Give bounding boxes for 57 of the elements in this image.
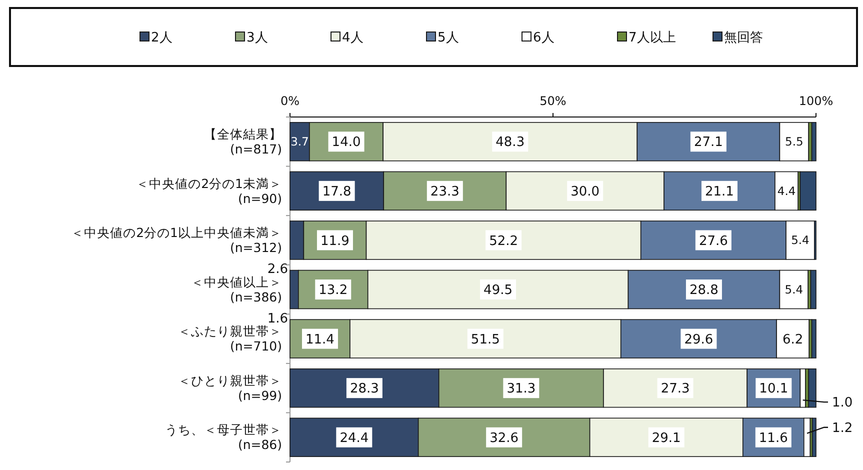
data-label: 4.4 [777,184,796,198]
legend-label: 5人 [438,30,459,46]
data-label: 23.3 [430,184,460,200]
data-label: 11.4 [306,332,334,348]
legend-label: 6人 [533,30,554,46]
bar [810,270,816,310]
y-tick-label: ＜中央値の2分の1未満＞ (n=90) [136,176,282,206]
x-tick-label: 0% [280,94,300,108]
legend-label: 7人以上 [628,30,676,46]
data-label: 5.4 [791,233,810,248]
data-label: 28.8 [689,283,718,298]
y-tick-label: ＜ふたり親世帯＞ (n=710) [178,324,282,354]
y-tick-label: 【全体結果】 (n=817) [204,126,282,157]
data-label: 24.4 [340,430,369,446]
data-label: 48.3 [496,135,525,150]
y-tick-label: うち、＜母子世帯＞ (n=86) [165,422,282,452]
data-label: 27.1 [694,135,723,150]
y-tick-label: ＜中央値の2分の1以上中央値未満＞ (n=312) [71,225,282,256]
bar [811,319,816,358]
data-label: 1.2 [832,420,853,436]
data-label: 32.6 [490,430,519,446]
legend-label: 2人 [151,30,172,46]
data-label: 28.3 [350,382,379,397]
legend-label: 無回答 [724,30,763,46]
data-label: 21.1 [705,184,734,200]
data-label: 6.2 [782,332,804,348]
data-label: 1.0 [832,396,853,411]
data-label: 14.0 [332,135,361,150]
bar [808,368,816,408]
data-label: 17.8 [322,184,352,200]
data-label: 2.6 [267,262,288,277]
bar [800,171,816,211]
data-label: 11.9 [320,234,350,249]
legend-label: 3人 [246,30,268,46]
data-label: 52.2 [489,234,518,249]
x-tick-label: 50% [540,94,566,108]
bar [812,418,816,457]
data-label: 27.6 [698,234,728,249]
y-tick-label: ＜中央値以上＞ (n=386) [191,274,282,304]
data-label: 5.5 [785,134,804,149]
data-label: 1.6 [267,311,288,326]
x-tick-label: 100% [798,94,834,108]
data-label: 3.7 [290,134,309,149]
data-label: 13.2 [318,283,348,298]
data-label: 29.1 [652,430,681,446]
legend-label: 4人 [342,30,364,46]
data-label: 29.6 [684,332,714,348]
data-label: 49.5 [484,283,513,298]
data-label: 31.3 [506,382,536,397]
data-label: 10.1 [759,382,788,397]
data-label: 30.0 [570,184,600,200]
y-tick-label: ＜ひとり親世帯＞ (n=99) [178,372,282,403]
bar [811,122,816,162]
data-label: 11.6 [758,430,788,446]
data-label: 51.5 [470,332,500,348]
data-label: 27.3 [660,382,690,397]
data-label: 5.4 [784,282,804,297]
